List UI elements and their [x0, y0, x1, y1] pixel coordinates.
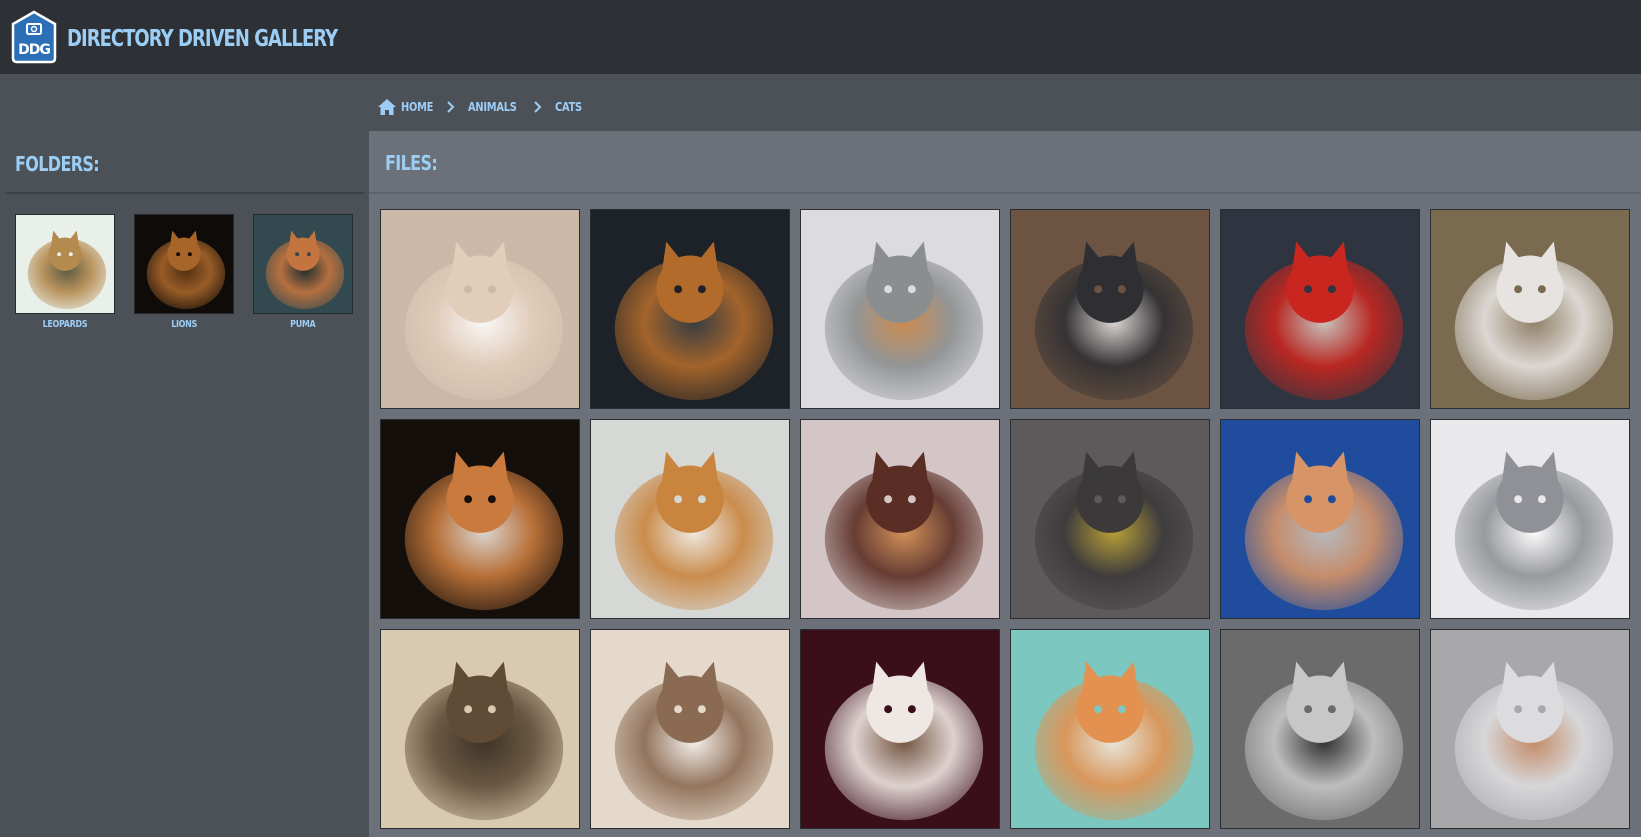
file-thumbnail[interactable] — [1010, 629, 1210, 829]
file-thumbnail[interactable] — [590, 209, 790, 409]
file-thumbnail[interactable] — [1430, 419, 1630, 619]
file-thumbnail[interactable] — [1220, 209, 1420, 409]
file-thumbnail[interactable] — [800, 419, 1000, 619]
file-thumbnail[interactable] — [1010, 209, 1210, 409]
folder-thumbnail[interactable] — [15, 214, 115, 314]
file-thumbnail[interactable] — [380, 419, 580, 619]
folder-label: Leopards — [43, 319, 88, 330]
folder-puma[interactable]: Puma — [253, 214, 353, 334]
files-panel: Files: — [369, 131, 1641, 837]
file-thumbnail[interactable] — [1220, 419, 1420, 619]
app-logo-icon[interactable]: DDG — [10, 10, 58, 64]
sidebar-divider — [5, 192, 364, 194]
file-thumbnail[interactable] — [1430, 629, 1630, 829]
breadcrumb: Home Animals Cats — [377, 94, 588, 120]
breadcrumb-animals-label: Animals — [468, 100, 517, 114]
file-thumbnail[interactable] — [590, 629, 790, 829]
file-thumbnail[interactable] — [800, 629, 1000, 829]
files-divider — [369, 192, 1641, 194]
home-icon — [377, 98, 397, 116]
folder-lions[interactable]: Lions — [134, 214, 234, 334]
breadcrumb-home[interactable]: Home — [377, 98, 440, 116]
app-title[interactable]: Directory Driven Gallery — [67, 26, 337, 52]
chevron-right-icon — [533, 100, 543, 114]
file-thumbnail[interactable] — [380, 629, 580, 829]
file-thumbnail[interactable] — [1220, 629, 1420, 829]
file-thumbnail[interactable] — [1010, 419, 1210, 619]
folder-label: Lions — [171, 319, 197, 330]
logo-text: DDG — [18, 42, 50, 58]
files-heading: Files: — [385, 151, 437, 175]
breadcrumb-home-label: Home — [401, 100, 433, 114]
folder-thumbnail[interactable] — [253, 214, 353, 314]
file-thumbnail[interactable] — [1430, 209, 1630, 409]
file-thumbnail[interactable] — [590, 419, 790, 619]
folder-label: Puma — [290, 319, 315, 330]
breadcrumb-cats[interactable]: Cats — [555, 100, 588, 114]
folder-thumbnail[interactable] — [134, 214, 234, 314]
file-thumbnail[interactable] — [380, 209, 580, 409]
breadcrumb-animals[interactable]: Animals — [468, 100, 527, 114]
folders-heading: Folders: — [15, 152, 99, 176]
chevron-right-icon — [446, 100, 456, 114]
sidebar: Folders: Leopards Lions Puma — [0, 74, 368, 837]
top-bar: DDG Directory Driven Gallery — [0, 0, 1641, 74]
folder-leopards[interactable]: Leopards — [15, 214, 115, 334]
breadcrumb-cats-label: Cats — [555, 100, 582, 114]
file-thumbnail[interactable] — [800, 209, 1000, 409]
